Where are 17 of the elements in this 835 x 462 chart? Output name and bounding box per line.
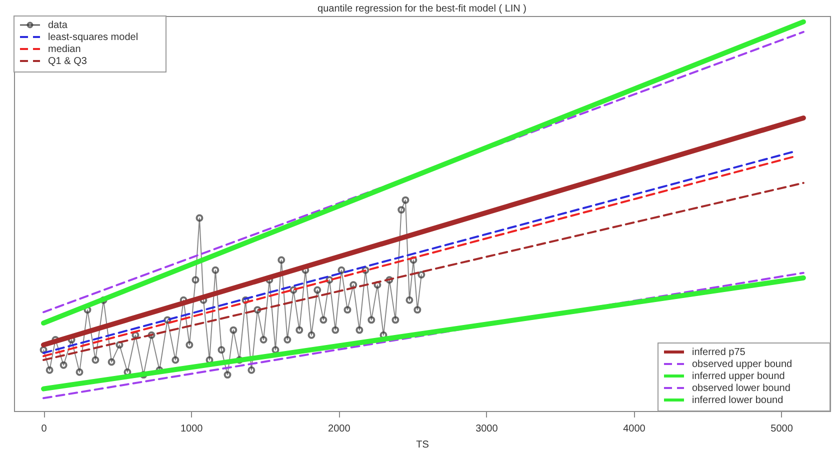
legend-label: observed upper bound	[692, 359, 792, 370]
legend-label: inferred lower bound	[692, 395, 784, 406]
legend-label: data	[48, 20, 68, 31]
x-tick-label: 3000	[476, 424, 498, 434]
legend-label: Q1 & Q3	[48, 56, 88, 67]
legend-label: inferred p75	[692, 347, 746, 358]
legend-label: least-squares model	[48, 32, 138, 43]
x-tick-label: 2000	[328, 424, 351, 434]
x-tick-label: 4000	[623, 424, 646, 434]
legend-label: median	[48, 44, 81, 55]
x-tick-label: 0	[41, 424, 48, 434]
x-axis-title: TS	[416, 440, 430, 450]
x-tick-label: 1000	[180, 424, 204, 434]
x-tick-label: 5000	[770, 424, 794, 434]
legend-label: observed lower bound	[692, 383, 790, 394]
chart-title: quantile regression for the best-fit model ( LIN )	[318, 4, 526, 14]
legend-label: inferred upper bound	[692, 371, 785, 382]
